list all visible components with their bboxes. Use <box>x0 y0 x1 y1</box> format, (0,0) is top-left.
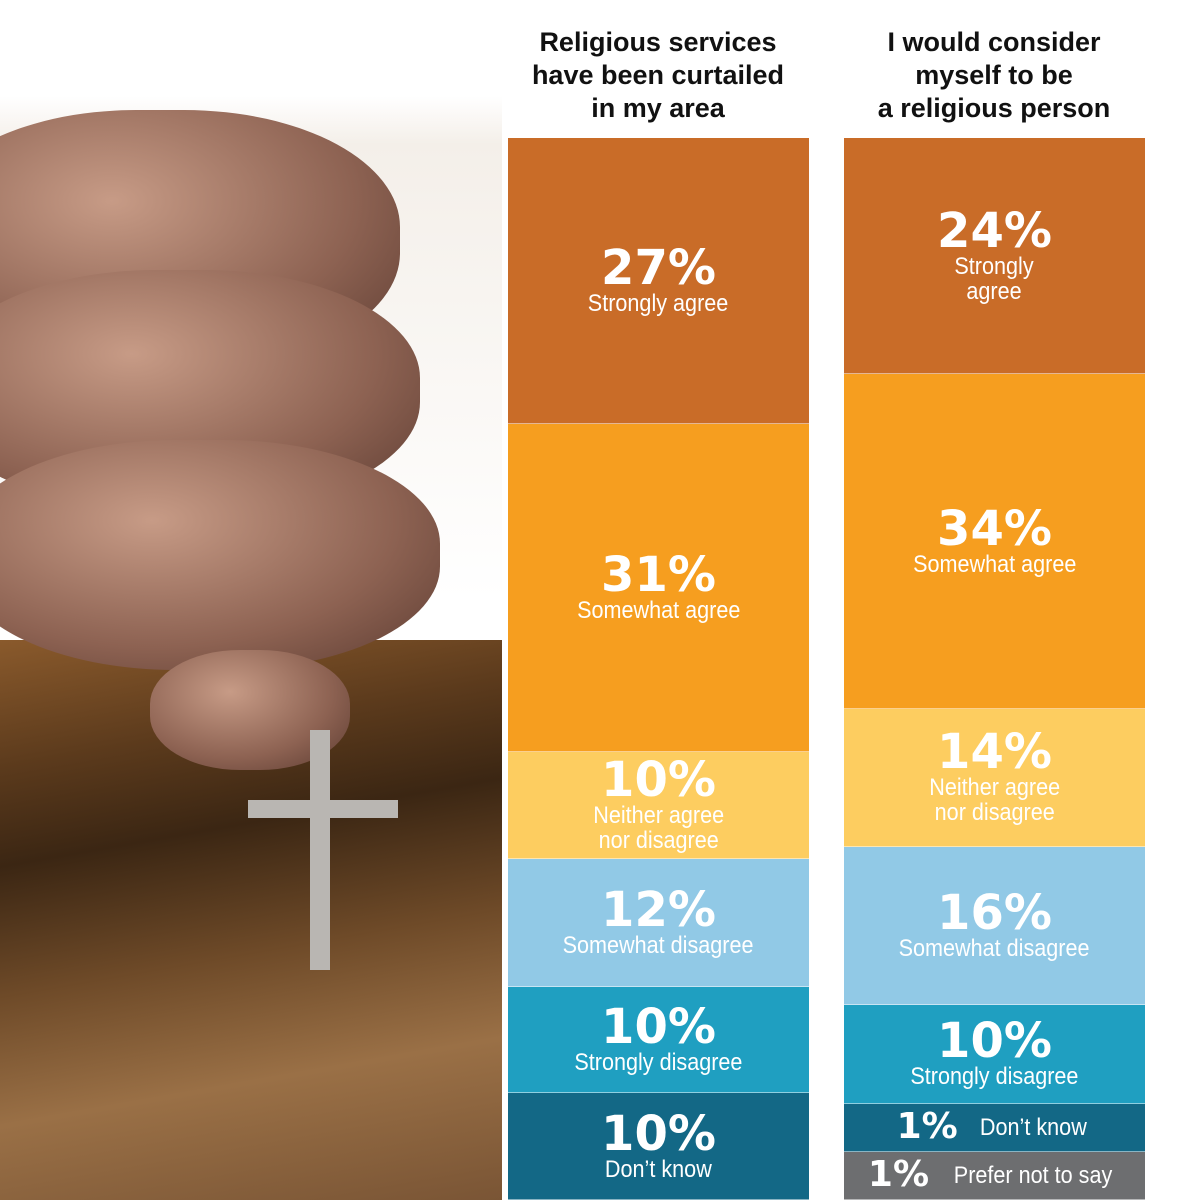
stacked-bar: 27% Strongly agree 31% Somewhat agree 10% Nei… <box>508 138 809 1200</box>
bar-segment: 1% Prefer not to say <box>844 1151 1145 1200</box>
bar-segment: 10% Don’t know <box>508 1093 809 1200</box>
bar-segment: 34% Somewhat agree <box>844 374 1145 709</box>
segment-label: Prefer not to say <box>953 1161 1113 1189</box>
segment-value: 10% <box>601 1105 716 1162</box>
segment-label: Neither agree nor disagree <box>593 802 724 855</box>
segment-value: 10% <box>601 999 716 1056</box>
bar-segment: 14% Neither agree nor disagree <box>844 708 1145 848</box>
praying-hands-rosary-photo <box>0 0 502 1200</box>
segment-label: Strongly disagree <box>910 1063 1079 1091</box>
segment-value: 31% <box>601 547 716 604</box>
bar-segment: 27% Strongly agree <box>508 138 809 425</box>
stacked-bar: 24% Strongly agree 34% Somewhat agree 14% Nei… <box>844 138 1145 1200</box>
segment-value: 10% <box>601 752 716 809</box>
segment-label: Don’t know <box>605 1155 712 1183</box>
bar-segment: 1% Don’t know <box>844 1103 1145 1152</box>
segment-label: Strongly disagree <box>574 1049 743 1077</box>
chart-title: I would consider myself to be a religiou… <box>877 27 1111 123</box>
segment-value: 16% <box>937 884 1052 941</box>
segment-value: 12% <box>601 881 716 938</box>
bar-segment: 24% Strongly agree <box>844 138 1145 375</box>
segment-label: Strongly agree <box>954 252 1035 305</box>
segment-label: Somewhat agree <box>912 550 1077 578</box>
segment-value: 1% <box>896 1106 958 1148</box>
segment-value: 14% <box>937 724 1052 781</box>
crucifix-icon <box>310 730 330 970</box>
bar-segment: 10% Strongly disagree <box>844 1004 1145 1104</box>
segment-label: Somewhat disagree <box>563 931 754 959</box>
segment-label: Don’t know <box>979 1113 1087 1141</box>
segment-label: Strongly agree <box>588 290 729 318</box>
bar-segment: 16% Somewhat disagree <box>844 847 1145 1005</box>
segment-value: 27% <box>601 240 716 297</box>
segment-value: 1% <box>867 1154 930 1196</box>
segment-label: Neither agree nor disagree <box>929 774 1060 827</box>
bar-segment: 12% Somewhat disagree <box>508 859 809 987</box>
segment-value: 24% <box>937 202 1052 259</box>
segment-value: 34% <box>937 500 1052 557</box>
chart-title: Religious services have been curtailed i… <box>531 27 785 123</box>
segment-value: 10% <box>937 1013 1052 1070</box>
segment-label: Somewhat disagree <box>899 934 1090 962</box>
bar-segment: 31% Somewhat agree <box>508 424 809 753</box>
bar-segment: 10% Neither agree nor disagree <box>508 752 809 860</box>
bar-segment: 10% Strongly disagree <box>508 986 809 1094</box>
segment-label: Somewhat agree <box>576 597 741 625</box>
